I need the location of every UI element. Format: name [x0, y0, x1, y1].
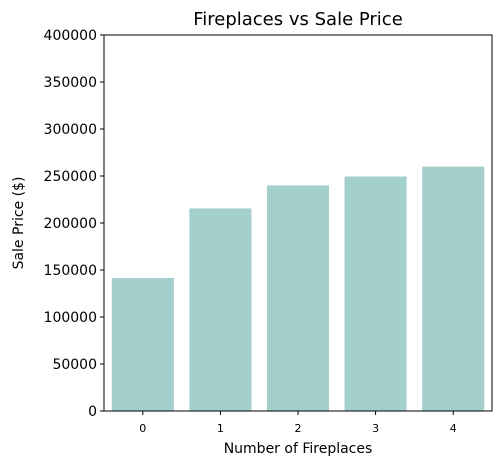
x-tick-label: 2 [295, 422, 302, 435]
x-axis-label: Number of Fireplaces [224, 441, 373, 457]
y-tick-label: 100000 [44, 310, 97, 326]
y-tick-label: 200000 [44, 216, 97, 232]
y-tick-label: 350000 [44, 75, 97, 91]
bar-2 [266, 185, 330, 411]
y-tick-label: 300000 [44, 122, 97, 138]
plot-frame [103, 34, 493, 412]
chart-title: Fireplaces vs Sale Price [193, 9, 403, 30]
y-tick-label: 250000 [44, 169, 97, 185]
x-tick-label: 0 [139, 422, 146, 435]
bar-4 [422, 166, 485, 411]
y-axis-ticks: 0 50000 100000 150000 200000 250000 300000 3500… [44, 28, 104, 420]
x-tick-label: 4 [450, 422, 457, 435]
y-tick-label: 150000 [44, 263, 97, 279]
x-tick-label: 3 [372, 422, 379, 435]
bar-3 [344, 176, 407, 411]
y-tick-label: 400000 [44, 28, 97, 44]
y-tick-label: 50000 [52, 357, 97, 373]
x-axis-ticks: 0 1 2 3 4 [139, 411, 457, 435]
y-tick-label: 0 [88, 404, 97, 420]
bar-1 [189, 208, 252, 411]
bar-0 [111, 277, 174, 411]
x-tick-label: 1 [217, 422, 224, 435]
bars-layer [111, 166, 485, 411]
y-axis-label: Sale Price ($) [11, 177, 27, 270]
